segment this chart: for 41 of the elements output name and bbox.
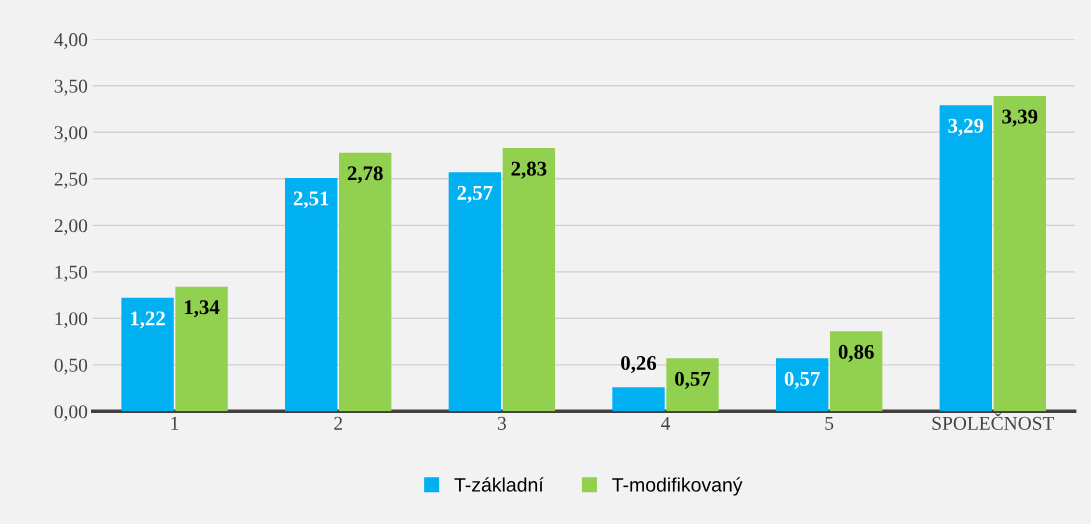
y-tick-label: 0,00	[54, 405, 88, 422]
bar	[666, 358, 719, 412]
data-label: 0,86	[838, 344, 874, 362]
bar	[339, 152, 392, 412]
data-label: 1,22	[131, 311, 165, 329]
x-tick-label: 4	[661, 416, 671, 430]
data-label: 2,57	[457, 185, 493, 203]
data-label: 0,57	[784, 371, 820, 389]
data-label: 2,51	[293, 191, 329, 209]
data-label: 2,78	[347, 166, 383, 184]
legend-label: T-modifikovaný	[612, 477, 743, 496]
bar	[775, 358, 829, 412]
data-label: 1,34	[185, 300, 220, 318]
bar	[285, 177, 338, 412]
data-label: 3,39	[1002, 109, 1038, 127]
legend-label: T-základní	[454, 477, 544, 492]
y-tick-label: 1,00	[55, 312, 88, 329]
bar	[939, 105, 992, 412]
data-label: 0,57	[675, 371, 711, 389]
x-tick-label: 2	[334, 416, 342, 430]
bar	[121, 297, 174, 412]
bar	[612, 387, 665, 412]
y-tick-label: 2,50	[54, 172, 88, 189]
y-tick-label: 3,00	[54, 126, 88, 143]
bar	[829, 331, 883, 412]
x-tick-label: 5	[825, 416, 834, 430]
x-tick-label: 1	[171, 416, 179, 430]
x-tick-label: 3	[497, 416, 506, 430]
data-label: 2,83	[511, 161, 547, 179]
y-tick-label: 1,50	[55, 265, 88, 282]
y-tick-label: 0,50	[54, 358, 88, 375]
bar	[502, 148, 556, 412]
bar	[993, 96, 1046, 412]
y-tick-label: 4,00	[54, 33, 88, 50]
y-tick-label: 2,00	[54, 219, 88, 236]
y-tick-label: 3,50	[54, 79, 88, 96]
x-tick-label: SPOLEČNOST	[932, 413, 1055, 430]
bar	[175, 286, 228, 412]
data-label: 3,29	[948, 118, 984, 136]
bar	[448, 172, 502, 412]
data-label: 0,26	[621, 355, 657, 374]
